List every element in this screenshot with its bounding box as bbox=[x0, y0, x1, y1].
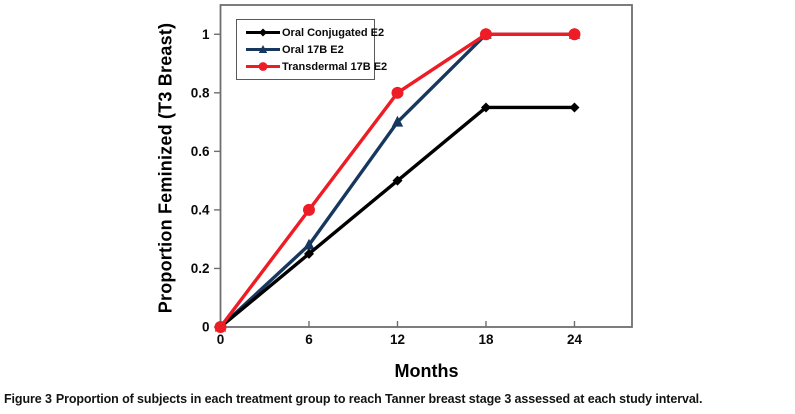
figure-caption-text: Proportion of subjects in each treatment… bbox=[55, 392, 703, 406]
legend-label: Oral 17B E2 bbox=[282, 43, 344, 56]
legend-item: Oral Conjugated E2 bbox=[245, 26, 384, 39]
circle-marker bbox=[568, 28, 581, 41]
y-tick-label: 0.6 bbox=[191, 144, 210, 159]
circle-marker bbox=[302, 203, 315, 216]
legend-label: Oral Conjugated E2 bbox=[282, 26, 385, 39]
x-tick-label: 6 bbox=[305, 332, 313, 347]
legend-swatch-circle-icon bbox=[246, 62, 280, 71]
diamond-marker bbox=[303, 248, 314, 259]
legend-swatch-diamond-icon bbox=[246, 28, 280, 37]
diamond-marker bbox=[569, 102, 580, 113]
triangle-marker bbox=[391, 115, 404, 127]
circle-marker bbox=[479, 28, 492, 41]
diamond-marker bbox=[392, 175, 403, 186]
legend-item: Oral 17B E2 bbox=[245, 43, 366, 56]
x-tick-label: 24 bbox=[567, 332, 583, 347]
y-tick-label: 0.2 bbox=[191, 261, 210, 276]
diamond-marker bbox=[480, 102, 491, 113]
legend-swatch-triangle-icon bbox=[246, 45, 280, 53]
y-tick-label: 1 bbox=[202, 27, 210, 42]
legend-item: Transdermal 17B E2 bbox=[245, 60, 387, 73]
triangle-marker bbox=[303, 238, 315, 250]
figure-caption: Figure 3 Proportion of subjects in each t… bbox=[4, 392, 792, 406]
y-tick-label: 0.8 bbox=[191, 85, 210, 100]
x-tick-label: 12 bbox=[390, 332, 405, 347]
x-axis-title: Months bbox=[394, 361, 459, 381]
legend-label: Transdermal 17B E2 bbox=[282, 60, 388, 73]
y-tick-label: 0.4 bbox=[191, 202, 210, 217]
circle-marker bbox=[214, 321, 227, 333]
figure-caption-label: Figure 3 bbox=[4, 392, 52, 406]
x-tick-label: 18 bbox=[478, 332, 494, 347]
y-axis-title: Proportion Feminized (T3 Breast) bbox=[155, 22, 176, 314]
circle-marker bbox=[391, 86, 404, 99]
x-tick-label: 0 bbox=[217, 332, 225, 347]
y-tick-label: 0 bbox=[202, 320, 210, 335]
chart-canvas: 0 6 12 18 24 0 0.2 0.4 0.6 0.8 1 bbox=[191, 4, 633, 347]
legend: Oral Conjugated E2 Oral 17B E2 Transdermal… bbox=[236, 19, 387, 80]
